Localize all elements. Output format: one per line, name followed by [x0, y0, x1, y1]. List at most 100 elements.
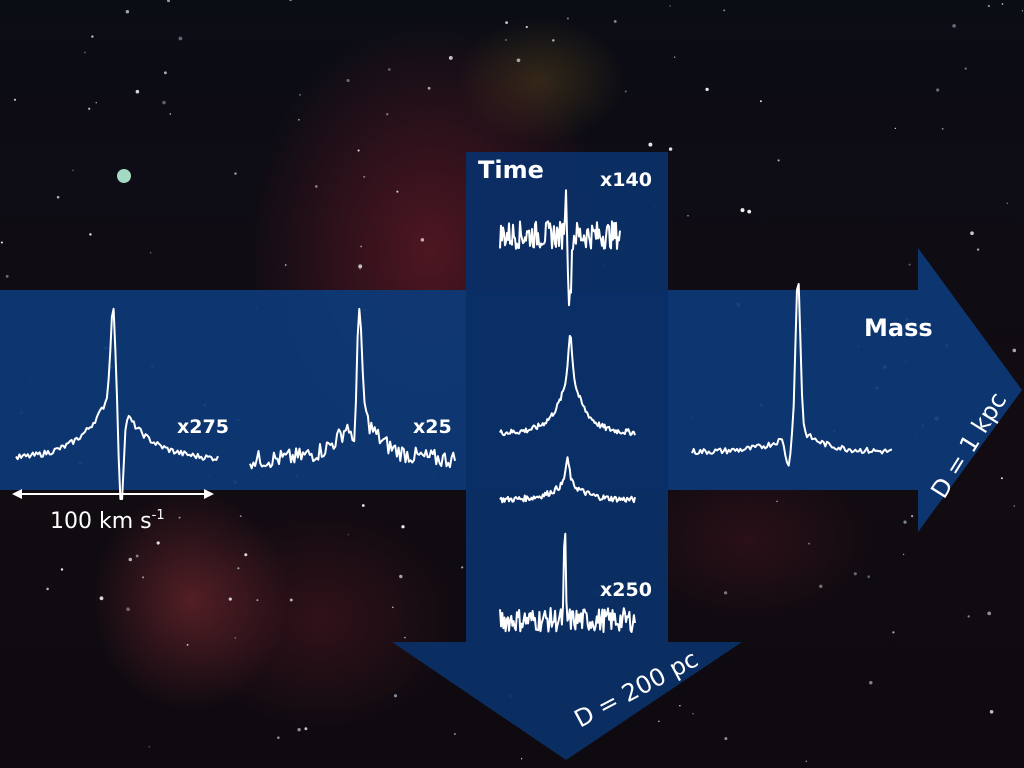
- star: [360, 245, 362, 248]
- star: [297, 728, 301, 732]
- star: [952, 24, 956, 28]
- time-arrow: [392, 152, 742, 760]
- star: [357, 149, 360, 152]
- star: [401, 525, 405, 529]
- star: [648, 142, 653, 147]
- star: [234, 637, 237, 639]
- star: [525, 25, 528, 29]
- star: [776, 500, 778, 503]
- star: [361, 504, 365, 507]
- bright-star: [117, 169, 131, 183]
- star: [805, 760, 808, 763]
- spectrum-left-2: [249, 307, 456, 470]
- star: [0, 241, 3, 244]
- star: [387, 68, 391, 71]
- star: [705, 87, 709, 92]
- star: [674, 56, 676, 58]
- star: [869, 680, 873, 685]
- star: [56, 195, 60, 199]
- star: [624, 90, 627, 93]
- star: [89, 233, 92, 236]
- star: [299, 94, 301, 96]
- star: [399, 574, 403, 579]
- star: [941, 127, 944, 130]
- star: [911, 515, 914, 518]
- star: [95, 102, 97, 104]
- star: [363, 175, 366, 178]
- star: [228, 597, 232, 601]
- star: [987, 4, 991, 8]
- star: [970, 231, 974, 236]
- star: [162, 100, 166, 105]
- star: [347, 534, 350, 536]
- star: [186, 643, 189, 646]
- star: [658, 720, 660, 723]
- star: [853, 572, 857, 576]
- star: [178, 516, 181, 519]
- star: [125, 9, 130, 14]
- star: [391, 606, 394, 609]
- star: [613, 19, 617, 23]
- star: [777, 159, 780, 162]
- star: [13, 98, 17, 101]
- star: [669, 5, 671, 7]
- star: [692, 712, 694, 715]
- star: [740, 208, 745, 213]
- spectrum-time-2: [499, 334, 636, 437]
- spectrum-time-4: [499, 532, 636, 633]
- star: [903, 520, 907, 524]
- star: [520, 758, 523, 760]
- star: [1012, 348, 1017, 353]
- spectrum-right-1: [691, 283, 893, 467]
- star: [256, 599, 259, 602]
- star: [277, 736, 280, 739]
- star: [987, 611, 992, 616]
- star: [128, 557, 133, 562]
- star: [668, 147, 673, 151]
- star: [420, 238, 425, 242]
- star: [239, 515, 242, 517]
- star: [976, 248, 980, 251]
- star: [759, 100, 762, 103]
- star: [46, 587, 49, 591]
- star: [135, 89, 140, 94]
- star: [516, 58, 521, 63]
- star: [289, 0, 292, 2]
- star: [314, 185, 318, 188]
- star: [964, 67, 967, 70]
- star: [148, 746, 150, 748]
- star: [167, 0, 170, 3]
- star: [244, 553, 248, 557]
- star: [892, 631, 895, 634]
- star: [169, 113, 172, 115]
- star: [908, 263, 911, 266]
- star: [894, 127, 896, 129]
- star: [724, 737, 728, 741]
- star: [234, 172, 237, 175]
- star: [504, 39, 507, 41]
- star: [178, 36, 183, 41]
- star: [808, 542, 811, 545]
- star: [142, 576, 145, 579]
- spectrum-time-3: [499, 456, 636, 504]
- star: [1013, 505, 1016, 507]
- star: [149, 251, 152, 254]
- factor-label-time-1: x140: [600, 169, 652, 191]
- scale-bar-label: 100 km s-1: [50, 508, 165, 534]
- star: [404, 636, 406, 639]
- star: [359, 268, 361, 270]
- star: [867, 575, 871, 579]
- star: [237, 567, 240, 570]
- star: [687, 214, 689, 217]
- star: [60, 568, 64, 571]
- star: [936, 88, 940, 92]
- star: [1001, 3, 1004, 5]
- star: [72, 169, 74, 172]
- star: [448, 55, 453, 60]
- star: [84, 51, 86, 54]
- star: [967, 615, 970, 618]
- star: [1000, 477, 1003, 480]
- factor-label-time-4: x250: [600, 579, 652, 601]
- star: [989, 710, 994, 714]
- star: [91, 35, 94, 38]
